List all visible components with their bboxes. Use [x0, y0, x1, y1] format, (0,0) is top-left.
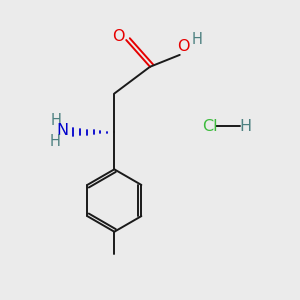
Text: Cl: Cl: [202, 119, 217, 134]
Text: O: O: [177, 39, 190, 54]
Text: H: H: [192, 32, 203, 47]
Text: N: N: [56, 123, 68, 138]
Text: H: H: [239, 119, 251, 134]
Text: O: O: [112, 29, 124, 44]
Text: H: H: [50, 134, 60, 148]
Text: H: H: [51, 113, 62, 128]
